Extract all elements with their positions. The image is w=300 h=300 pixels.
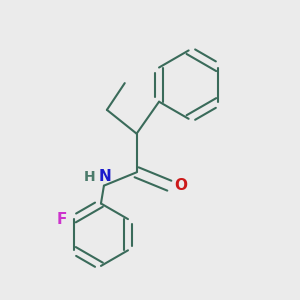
Text: H: H bbox=[84, 170, 95, 184]
Text: F: F bbox=[56, 212, 67, 226]
Text: N: N bbox=[99, 169, 112, 184]
Text: O: O bbox=[174, 178, 187, 193]
